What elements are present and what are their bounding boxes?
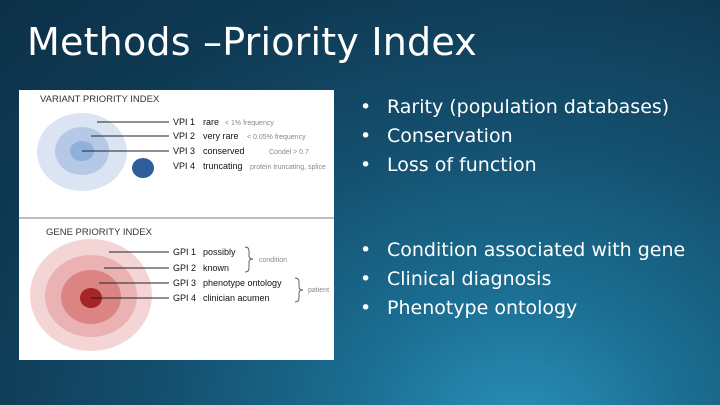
bullet-text: Rarity (population databases) <box>387 96 670 118</box>
bullet-dot: • <box>360 268 372 290</box>
bullet-list-variant: • Rarity (population databases) • Conserva… <box>360 93 669 180</box>
vpi-1-label: rare <box>203 117 219 127</box>
vpi-3-label: conserved <box>203 146 245 156</box>
bullet-item: • Condition associated with gene <box>360 236 685 265</box>
variant-panel-header: VARIANT PRIORITY INDEX <box>40 94 160 105</box>
bullet-dot: • <box>360 125 372 147</box>
bullet-list-gene: • Condition associated with gene • Clinica… <box>360 236 685 323</box>
gpi-1-code: GPI 1 <box>173 247 196 257</box>
gpi-1-label: possibly <box>203 247 236 257</box>
bullet-text: Clinical diagnosis <box>387 268 552 290</box>
vpi-4-code: VPI 4 <box>173 161 195 171</box>
vpi-4-note: protein truncating, splice <box>250 164 326 171</box>
patient-bracket-label: patient <box>308 287 329 294</box>
bullet-text: Condition associated with gene <box>387 239 686 261</box>
vpi-truncating-dot <box>132 158 154 178</box>
bullet-item: • Clinical diagnosis <box>360 265 685 294</box>
gpi-2-code: GPI 2 <box>173 263 196 273</box>
gpi-4-label: clinician acumen <box>203 293 270 303</box>
priority-index-diagram: VARIANT PRIORITY INDEX VPI 1 rare < 1% f… <box>19 94 334 351</box>
vpi-3-note: Condel > 0.7 <box>269 149 309 156</box>
patient-bracket <box>294 277 304 303</box>
vpi-row-4: VPI 4 truncating protein truncating, spl… <box>173 161 326 171</box>
bullet-text: Conservation <box>387 125 513 147</box>
bullet-item: • Conservation <box>360 122 669 151</box>
gpi-4-code: GPI 4 <box>173 293 196 303</box>
condition-bracket-label: condition <box>259 257 287 264</box>
vpi-row-3: VPI 3 conserved Condel > 0.7 <box>173 146 309 156</box>
vpi-2-note: < 0.05% frequency <box>247 134 306 141</box>
bullet-item: • Rarity (population databases) <box>360 93 669 122</box>
gpi-3-label: phenotype ontology <box>203 278 282 288</box>
bullet-dot: • <box>360 96 372 118</box>
vpi-3-code: VPI 3 <box>173 146 195 156</box>
bullet-item: • Phenotype ontology <box>360 294 685 323</box>
vpi-row-2: VPI 2 very rare < 0.05% frequency <box>173 131 306 141</box>
gene-panel-header: GENE PRIORITY INDEX <box>46 227 153 238</box>
gpi-3-code: GPI 3 <box>173 278 196 288</box>
bullet-dot: • <box>360 239 372 261</box>
bullet-item: • Loss of function <box>360 151 669 180</box>
bullet-text: Loss of function <box>387 154 537 176</box>
bullet-dot: • <box>360 154 372 176</box>
priority-index-figure: VARIANT PRIORITY INDEX VPI 1 rare < 1% f… <box>19 90 334 360</box>
vpi-2-code: VPI 2 <box>173 131 195 141</box>
slide-title: Methods –Priority Index <box>27 20 477 64</box>
vpi-1-note: < 1% frequency <box>225 120 274 127</box>
vpi-2-label: very rare <box>203 131 239 141</box>
vpi-4-label: truncating <box>203 161 243 171</box>
bullet-dot: • <box>360 297 372 319</box>
condition-bracket <box>244 246 254 273</box>
gpi-2-label: known <box>203 263 229 273</box>
bullet-text: Phenotype ontology <box>387 297 578 319</box>
vpi-1-code: VPI 1 <box>173 117 195 127</box>
vpi-row-1: VPI 1 rare < 1% frequency <box>173 117 274 127</box>
